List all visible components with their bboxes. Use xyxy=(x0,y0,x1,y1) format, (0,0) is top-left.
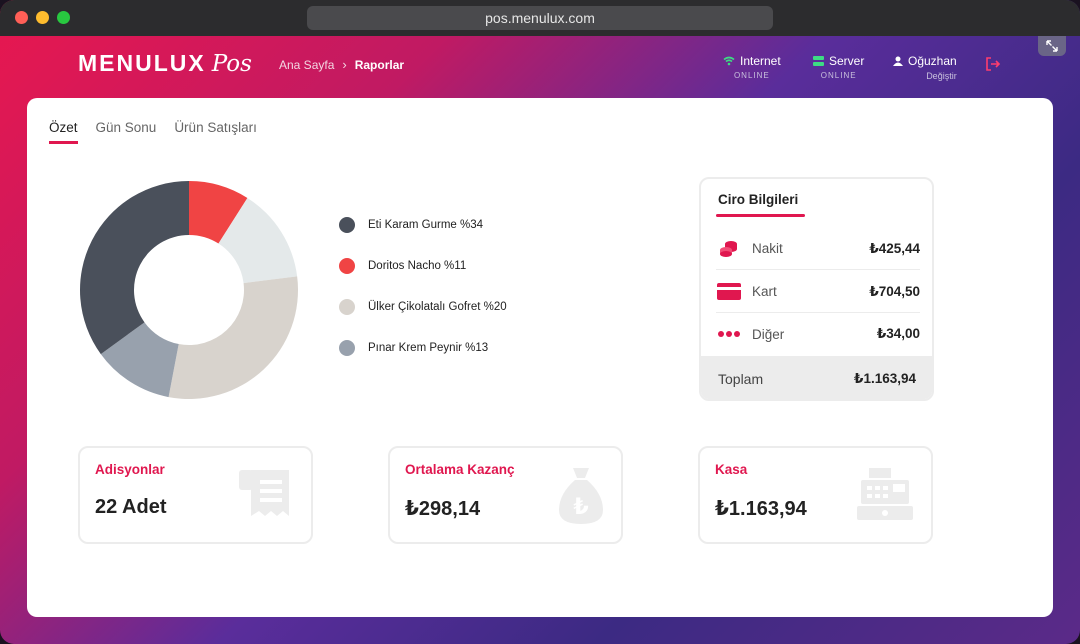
internet-status-text: ONLINE xyxy=(733,71,770,80)
revenue-row-value: ₺425,44 xyxy=(869,240,920,256)
revenue-row-card: Kart ₺704,50 xyxy=(716,271,920,313)
legend-color-dot xyxy=(339,298,355,315)
report-tabs: Özet Gün Sonu Ürün Satışları xyxy=(49,120,257,144)
receipt-icon xyxy=(239,470,289,516)
donut-slice xyxy=(80,181,189,355)
server-status: Server ONLINE xyxy=(813,54,864,80)
revenue-row-label: Diğer xyxy=(752,326,785,342)
fullscreen-button[interactable] xyxy=(1038,36,1066,56)
address-bar[interactable]: pos.menulux.com xyxy=(307,6,773,30)
card-icon xyxy=(716,283,742,300)
close-window-button[interactable] xyxy=(15,11,28,24)
wifi-icon xyxy=(723,56,735,66)
revenue-row-other: Diğer ₺34,00 xyxy=(716,313,920,355)
cash-register-icon xyxy=(857,468,913,520)
legend-item: Pınar Krem Peynir %13 xyxy=(339,339,507,356)
legend-item: Ülker Çikolatalı Gofret %20 xyxy=(339,298,507,315)
stat-title: Ortalama Kazanç xyxy=(405,462,515,477)
breadcrumb-home-link[interactable]: Ana Sayfa xyxy=(279,57,335,72)
revenue-row-label: Nakit xyxy=(752,241,783,256)
internet-label: Internet xyxy=(740,54,781,68)
change-user-link[interactable]: Değiştir xyxy=(926,71,957,81)
legend-item: Doritos Nacho %11 xyxy=(339,257,507,274)
stat-card-average-earning: Ortalama Kazanç ₺298,14 ₺ xyxy=(388,446,623,544)
user-icon xyxy=(893,56,903,66)
tab-urun-satislari[interactable]: Ürün Satışları xyxy=(174,120,257,135)
internet-status: Internet ONLINE xyxy=(723,54,781,80)
revenue-total-value: ₺1.163,94 xyxy=(854,370,916,386)
donut-slice xyxy=(100,322,179,398)
legend-label: Pınar Krem Peynir %13 xyxy=(368,341,489,354)
revenue-panel: Ciro Bilgileri Nakit ₺425,44 xyxy=(699,177,934,401)
revenue-row-label: Kart xyxy=(752,284,777,299)
legend-label: Eti Karam Gurme %34 xyxy=(368,218,484,231)
stat-title: Kasa xyxy=(715,462,748,477)
stat-value: ₺1.163,94 xyxy=(715,498,807,520)
revenue-total-label: Toplam xyxy=(718,370,764,387)
stat-value: ₺298,14 xyxy=(405,498,481,520)
stat-value: 22 Adet xyxy=(95,496,167,518)
app-header: MENULUX Pos Ana Sayfa › Raporlar Interne… xyxy=(0,36,1080,98)
revenue-row-value: ₺34,00 xyxy=(876,326,920,341)
server-label: Server xyxy=(829,54,865,68)
user-menu[interactable]: Oğuzhan Değiştir xyxy=(893,54,957,81)
server-icon xyxy=(813,56,824,66)
donut-slice xyxy=(168,276,298,399)
money-bag-icon: ₺ xyxy=(559,468,603,524)
legend-color-dot xyxy=(339,257,355,274)
breadcrumb-current: Raporlar xyxy=(354,57,405,72)
user-name: Oğuzhan xyxy=(908,54,957,68)
svg-text:₺: ₺ xyxy=(573,495,588,520)
stat-card-checks: Adisyonlar 22 Adet xyxy=(78,446,313,544)
donut-slice xyxy=(218,197,298,284)
dots-icon xyxy=(716,330,742,338)
maximize-window-button[interactable] xyxy=(57,11,70,24)
revenue-row-cash: Nakit ₺425,44 xyxy=(716,228,920,270)
stat-card-cash-register: Kasa ₺1.163,94 xyxy=(698,446,933,544)
legend-color-dot xyxy=(339,216,355,233)
legend-label: Ülker Çikolatalı Gofret %20 xyxy=(368,300,507,313)
server-status-text: ONLINE xyxy=(820,71,857,80)
revenue-total-row: Toplam ₺1.163,94 xyxy=(701,356,932,399)
tab-gun-sonu[interactable]: Gün Sonu xyxy=(95,120,157,135)
donut-slice xyxy=(189,181,248,244)
chart-legend: Eti Karam Gurme %34 Doritos Nacho %11 Ül… xyxy=(339,216,507,380)
tab-ozet[interactable]: Özet xyxy=(49,120,78,144)
revenue-row-value: ₺704,50 xyxy=(869,283,920,299)
revenue-panel-title: Ciro Bilgileri xyxy=(718,192,799,207)
stat-title: Adisyonlar xyxy=(95,462,165,477)
legend-label: Doritos Nacho %11 xyxy=(368,259,467,272)
minimize-window-button[interactable] xyxy=(36,11,49,24)
chevron-right-icon: › xyxy=(342,57,347,72)
logo-sub-text: Pos xyxy=(211,51,252,77)
legend-color-dot xyxy=(339,339,355,356)
brand-logo[interactable]: MENULUX Pos xyxy=(78,50,252,77)
report-card: Özet Gün Sonu Ürün Satışları Eti Karam G… xyxy=(27,98,1053,617)
logout-icon[interactable] xyxy=(985,57,1001,71)
browser-chrome: pos.menulux.com xyxy=(0,0,1080,36)
legend-item: Eti Karam Gurme %34 xyxy=(339,216,507,233)
breadcrumb: Ana Sayfa › Raporlar xyxy=(279,57,404,72)
logo-text: MENULUX xyxy=(78,50,206,76)
coins-icon xyxy=(716,240,742,258)
title-underline xyxy=(716,214,805,217)
sales-donut-chart xyxy=(80,181,298,399)
expand-icon xyxy=(1046,40,1058,52)
